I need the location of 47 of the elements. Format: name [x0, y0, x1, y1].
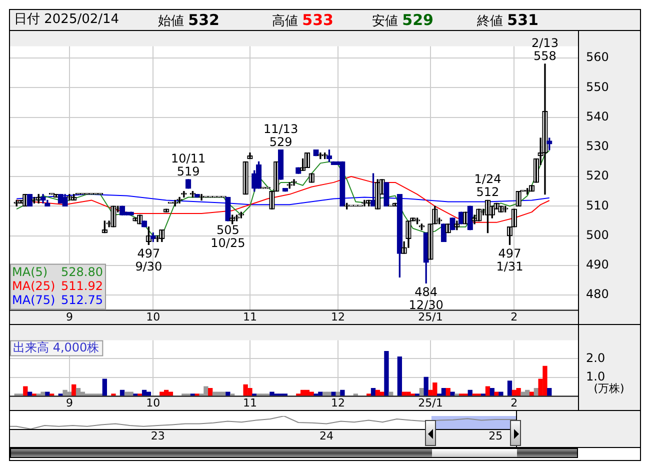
text: 505 10/25: [210, 222, 246, 250]
x-tick-label: 12: [331, 396, 346, 410]
text: 終値 531: [477, 11, 538, 29]
text: MA(25): [12, 278, 56, 293]
x-tick-label: 11: [242, 310, 257, 324]
text: 1/24 512: [474, 172, 502, 200]
x-tick-label: 11: [242, 396, 257, 410]
x-tick-label: 2: [510, 310, 518, 324]
y-tick-label: 540: [586, 109, 609, 124]
text: 497 9/30: [135, 246, 162, 274]
y-tick-label: 520: [586, 168, 609, 183]
annotation: 528.80: [61, 264, 103, 279]
text: 2/13 558: [532, 36, 558, 63]
text: 安値 529: [372, 11, 434, 29]
x-tick-label: 10: [146, 310, 160, 324]
x-tick-label: 23: [150, 429, 165, 442]
y-tick-label: 530: [586, 139, 609, 154]
text: 始値 532: [158, 11, 220, 29]
x-tick-label: 25/1: [418, 396, 443, 410]
text: MA(75): [12, 292, 56, 307]
x-tick-label: 12: [331, 310, 346, 324]
y-tick-label: 500: [586, 228, 609, 242]
x-tick-label: 24: [320, 429, 334, 442]
x-tick-label: 9: [66, 396, 73, 410]
x-tick-label: 25/1: [418, 310, 443, 324]
text: 484 12/30: [408, 285, 444, 312]
x-tick-label: 25: [488, 429, 503, 442]
x-tick-label: 10: [146, 396, 160, 410]
y-tick-label: 1.0: [586, 369, 606, 384]
chart-title: 日付 2025/02/14: [14, 11, 120, 29]
text: MA(5): [12, 264, 48, 279]
chart-title: 出来高 4,000株: [13, 340, 100, 354]
x-tick-label: 2: [510, 396, 518, 410]
text: 11/13 529: [263, 122, 298, 149]
annotation: 511.92: [61, 278, 103, 293]
text: 497 1/31: [496, 246, 524, 274]
y-tick-label: 2.0: [586, 350, 606, 365]
text: 10/11 519: [171, 151, 206, 178]
x-tick-label: 9: [66, 310, 73, 324]
annotation: 512.75: [61, 292, 103, 307]
y-tick-label: 510: [586, 198, 609, 212]
y-axis-title: (万株): [594, 382, 624, 396]
y-tick-label: 480: [586, 287, 609, 302]
text: 高値 533: [272, 11, 334, 29]
y-tick-label: 490: [586, 258, 609, 272]
y-tick-label: 560: [586, 50, 609, 64]
y-tick-label: 550: [586, 80, 609, 94]
